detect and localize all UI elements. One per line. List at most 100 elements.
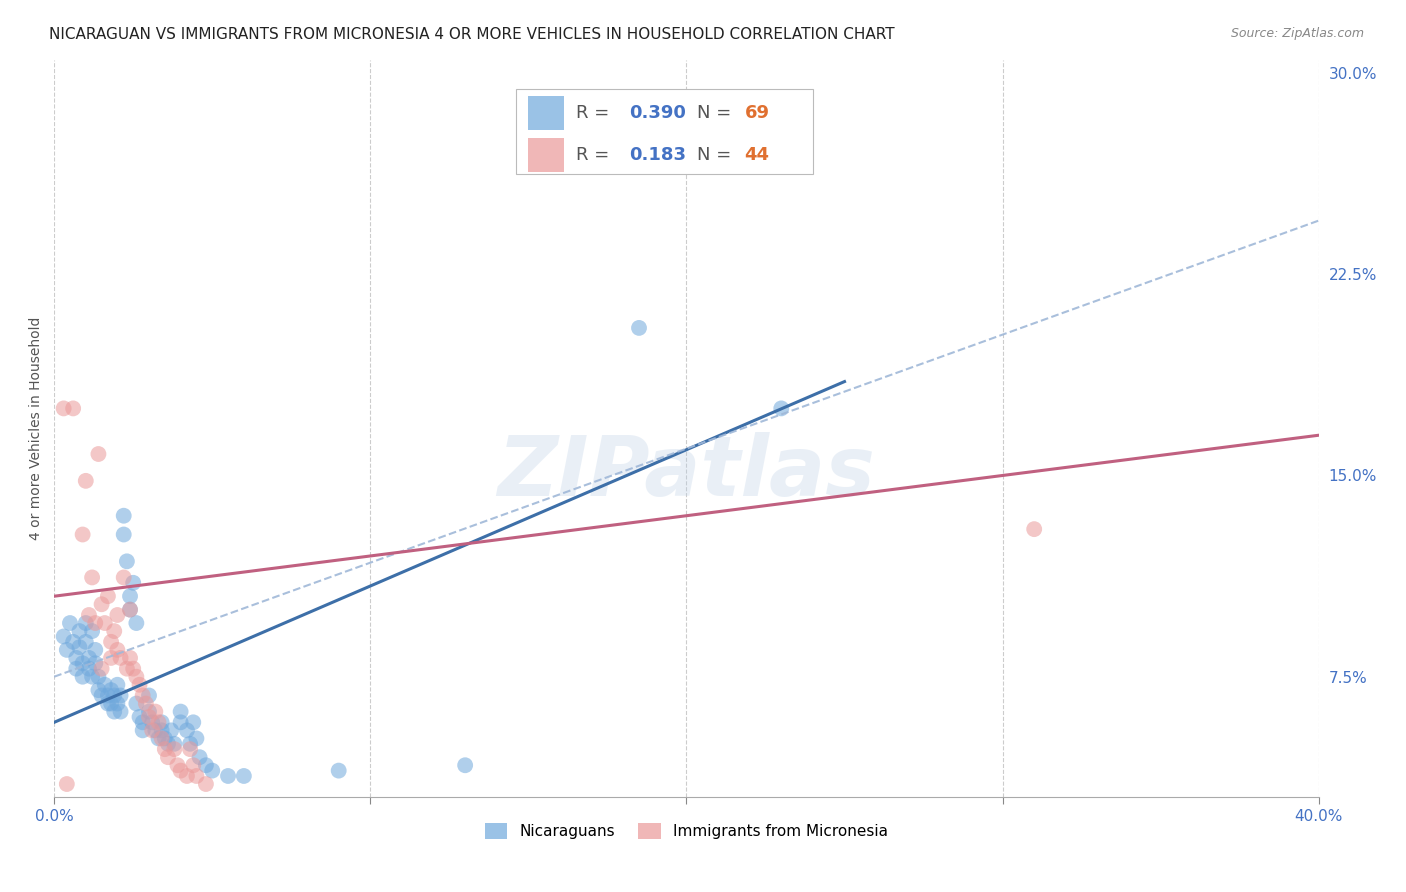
Point (110, 689, 132, 703)
Point (181, 715, 204, 730)
Point (112, 527, 135, 541)
Point (156, 737, 179, 751)
Point (72, 657, 94, 671)
Point (232, 769, 254, 783)
FancyBboxPatch shape (516, 89, 813, 174)
Point (118, 602, 141, 616)
Point (103, 689, 125, 703)
Point (94, 678, 117, 692)
Point (90, 597, 112, 611)
Point (141, 715, 163, 730)
Point (103, 624, 125, 639)
Point (105, 643, 128, 657)
Point (62, 635, 84, 649)
Point (176, 769, 198, 783)
Point (75, 474, 97, 488)
Point (62, 401, 84, 416)
Point (128, 710, 150, 724)
Point (153, 742, 176, 756)
Legend: Nicaraguans, Immigrants from Micronesia: Nicaraguans, Immigrants from Micronesia (478, 817, 894, 845)
Point (84, 657, 107, 671)
Point (770, 401, 793, 416)
Text: NICARAGUAN VS IMMIGRANTS FROM MICRONESIA 4 OR MORE VEHICLES IN HOUSEHOLD CORRELA: NICARAGUAN VS IMMIGRANTS FROM MICRONESIA… (49, 27, 894, 42)
Point (131, 715, 153, 730)
Point (87, 683, 110, 698)
Point (166, 758, 188, 772)
Point (105, 607, 128, 622)
Point (143, 723, 166, 738)
Point (87, 447, 110, 461)
Point (163, 737, 186, 751)
Text: 0.183: 0.183 (630, 146, 686, 164)
Point (131, 689, 153, 703)
Point (148, 715, 170, 730)
Point (77, 662, 100, 676)
Point (125, 615, 148, 630)
Point (1024, 522, 1046, 536)
Point (181, 758, 204, 772)
Point (59, 615, 82, 630)
Point (131, 723, 153, 738)
Point (97, 697, 120, 711)
Point (179, 737, 201, 751)
Point (169, 705, 191, 719)
Point (69, 624, 91, 639)
Point (82, 670, 104, 684)
Point (100, 697, 122, 711)
Text: 44: 44 (745, 146, 769, 164)
Point (65, 651, 87, 665)
Point (125, 670, 148, 684)
Point (87, 670, 110, 684)
Point (118, 651, 141, 665)
Text: N =: N = (696, 146, 737, 164)
Point (84, 643, 107, 657)
Point (52, 630, 75, 644)
Point (82, 624, 104, 639)
Point (156, 750, 179, 764)
Point (56, 777, 79, 791)
Point (122, 662, 145, 676)
Point (454, 758, 477, 772)
Point (52, 401, 75, 416)
Point (160, 723, 183, 738)
Y-axis label: 4 or more Vehicles in Household: 4 or more Vehicles in Household (30, 317, 44, 541)
Point (118, 589, 141, 603)
Point (163, 742, 186, 756)
FancyBboxPatch shape (529, 138, 564, 172)
Point (110, 651, 132, 665)
Point (153, 731, 176, 746)
Point (150, 731, 173, 746)
Point (135, 697, 157, 711)
Point (150, 723, 173, 738)
Point (94, 615, 117, 630)
Point (627, 321, 650, 335)
Point (186, 731, 208, 746)
Point (186, 769, 208, 783)
Point (77, 607, 100, 622)
Point (100, 635, 122, 649)
Text: ZIPatlas: ZIPatlas (498, 433, 876, 513)
Point (328, 764, 350, 778)
Point (194, 758, 217, 772)
Point (72, 670, 94, 684)
Point (122, 575, 145, 590)
Point (138, 705, 160, 719)
Point (179, 742, 201, 756)
Point (100, 683, 122, 698)
Point (150, 715, 173, 730)
Point (105, 697, 128, 711)
Point (90, 689, 112, 703)
Point (84, 615, 107, 630)
Point (65, 662, 87, 676)
Point (188, 750, 211, 764)
Point (143, 705, 166, 719)
Point (69, 640, 91, 655)
Point (72, 527, 94, 541)
Point (217, 769, 239, 783)
Point (112, 570, 135, 584)
Text: R =: R = (576, 103, 616, 122)
Point (112, 508, 135, 523)
Point (148, 731, 170, 746)
Point (194, 777, 217, 791)
Point (97, 689, 120, 703)
